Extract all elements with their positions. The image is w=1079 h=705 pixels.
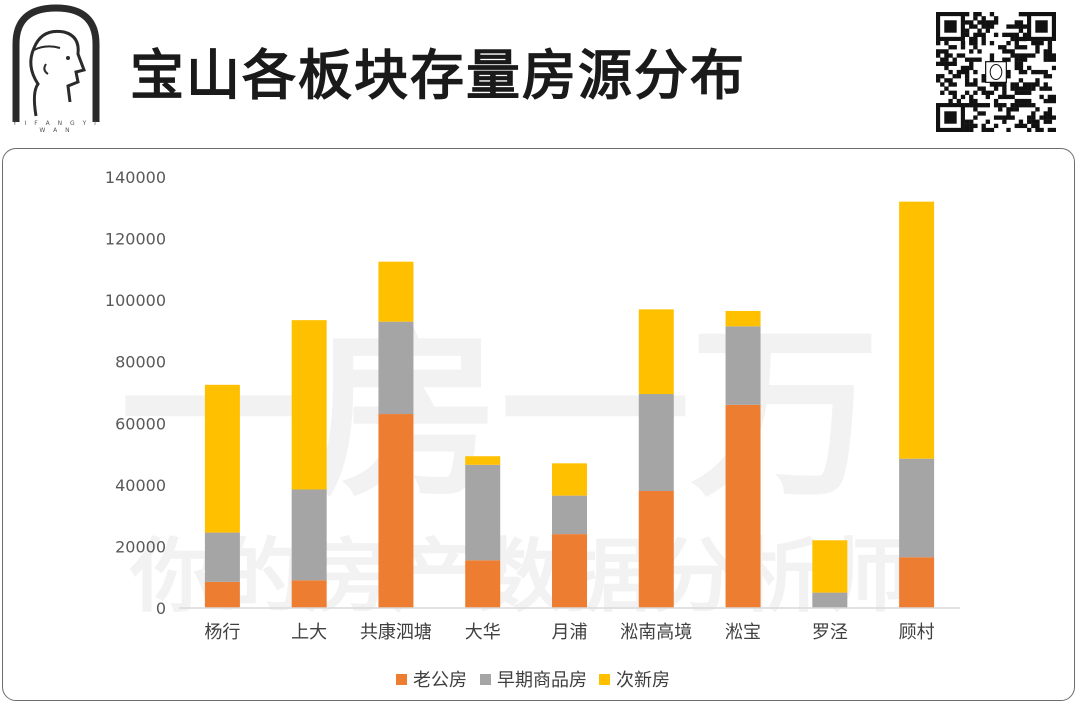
- legend-swatch: [480, 674, 491, 685]
- bar-segment: [465, 456, 501, 465]
- legend-label: 老公房: [413, 670, 467, 691]
- x-tick-label: 顾村: [899, 622, 935, 643]
- x-tick-label: 大华: [465, 622, 501, 643]
- bar-segment: [204, 581, 240, 608]
- x-tick-label: 罗泾: [812, 622, 848, 643]
- bar-segment: [465, 464, 501, 561]
- head-profile-logo: [12, 4, 100, 122]
- page-title: 宝山各板块存量房源分布: [130, 44, 746, 107]
- y-tick-label: 60000: [115, 414, 166, 433]
- x-tick-label: 淞南高境: [620, 622, 692, 643]
- bar-segment: [899, 557, 935, 608]
- x-tick-label: 上大: [291, 622, 327, 643]
- x-tick-label: 共康泗塘: [360, 622, 432, 643]
- chart-panel: [2, 148, 1075, 701]
- bar-segment: [812, 540, 848, 593]
- bar-segment: [812, 592, 848, 608]
- legend: 老公房 早期商品房 次新房: [396, 670, 670, 691]
- y-tick-label: 0: [156, 599, 166, 618]
- y-tick-label: 20000: [115, 537, 166, 556]
- y-axis: 0 20000 40000 60000 80000 100000 120000 140000: [105, 168, 166, 618]
- x-tick-label: 月浦: [552, 622, 588, 643]
- watermark-line2: 你的房产数据分析师: [129, 530, 910, 623]
- legend-label: 早期商品房: [497, 670, 587, 691]
- legend-swatch: [599, 674, 610, 685]
- bar-segment: [378, 414, 414, 608]
- x-axis: 杨行 上大 共康泗塘 大华 月浦 淞南高境 淞宝 罗泾 顾村: [204, 622, 934, 643]
- y-tick-label: 120000: [105, 230, 166, 249]
- y-tick-label: 140000: [105, 168, 166, 187]
- bar-segment: [725, 310, 761, 327]
- bar-segment: [378, 321, 414, 415]
- bar-segment: [899, 201, 935, 459]
- bar-segment: [378, 261, 414, 322]
- bar-segment: [291, 489, 327, 581]
- x-tick-label: 淞宝: [725, 622, 761, 643]
- y-tick-label: 80000: [115, 353, 166, 372]
- bar-segment: [291, 320, 327, 490]
- qr-code-icon: [936, 12, 1056, 132]
- bar-segment: [638, 309, 674, 395]
- bar-segment: [552, 495, 587, 535]
- bar-segment: [725, 404, 761, 608]
- x-tick-label: 杨行: [204, 622, 240, 643]
- bar-segment: [204, 532, 240, 582]
- bar-segment: [638, 491, 674, 608]
- bar-segment: [291, 580, 327, 608]
- bar-segment: [552, 534, 587, 608]
- bar-segment: [204, 384, 240, 533]
- bar-segment: [638, 394, 674, 492]
- logo-caption: Y I F A N G Y I W A N: [13, 120, 99, 134]
- bar-segment: [465, 560, 501, 608]
- legend-label: 次新房: [616, 670, 670, 691]
- bar-segment: [899, 458, 935, 558]
- y-tick-label: 100000: [105, 291, 166, 310]
- y-tick-label: 40000: [115, 476, 166, 495]
- bar-segment: [552, 463, 587, 496]
- legend-swatch: [396, 674, 407, 685]
- bars: [204, 201, 935, 608]
- bar-segment: [725, 326, 761, 405]
